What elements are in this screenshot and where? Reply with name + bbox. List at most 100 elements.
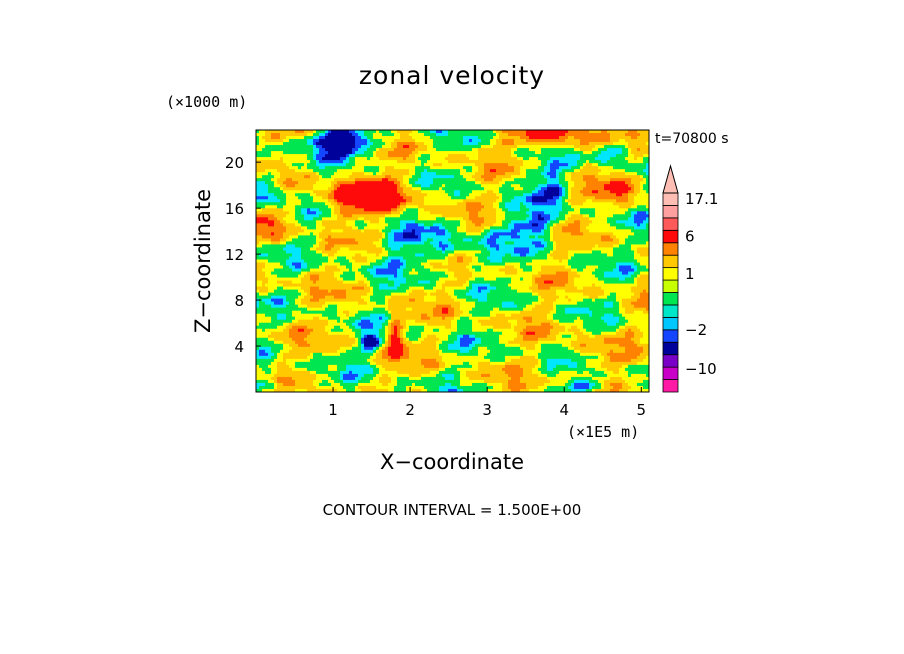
- field-cell: [331, 145, 335, 149]
- field-cell: [481, 169, 485, 173]
- field-cell: [466, 181, 470, 185]
- field-cell: [304, 166, 308, 170]
- field-cell: [505, 172, 509, 176]
- field-cell: [463, 160, 467, 164]
- field-cell: [571, 148, 575, 152]
- field-cell: [457, 178, 461, 182]
- field-cell: [568, 157, 572, 161]
- field-cell: [625, 160, 629, 164]
- field-cell: [298, 151, 302, 155]
- field-cell: [385, 139, 389, 143]
- field-cell: [346, 169, 350, 173]
- field-cell: [592, 142, 596, 146]
- field-cell: [385, 172, 389, 176]
- field-cell: [547, 136, 551, 140]
- field-cell: [637, 178, 641, 182]
- field-cell: [619, 139, 623, 143]
- field-cell: [439, 151, 443, 155]
- field-cell: [574, 172, 578, 176]
- field-cell: [412, 148, 416, 152]
- field-cell: [310, 175, 314, 179]
- field-cell: [637, 133, 641, 137]
- field-cell: [400, 130, 404, 134]
- field-cell: [259, 172, 263, 176]
- field-cell: [544, 151, 548, 155]
- field-cell: [490, 145, 494, 149]
- field-cell: [343, 154, 347, 158]
- field-cell: [445, 142, 449, 146]
- field-cell: [574, 169, 578, 173]
- field-cell: [337, 181, 341, 185]
- field-cell: [496, 166, 500, 170]
- field-cell: [271, 160, 275, 164]
- field-cell: [385, 145, 389, 149]
- field-cell: [574, 160, 578, 164]
- field-cell: [451, 154, 455, 158]
- field-cell: [466, 163, 470, 167]
- field-cell: [643, 139, 647, 143]
- field-cell: [565, 142, 569, 146]
- field-cell: [601, 139, 605, 143]
- field-cell: [535, 142, 539, 146]
- field-cell: [598, 169, 602, 173]
- field-cell: [559, 142, 563, 146]
- field-cell: [601, 148, 605, 152]
- field-cell: [592, 160, 596, 164]
- field-cell: [637, 142, 641, 146]
- field-cell: [466, 139, 470, 143]
- field-cell: [469, 178, 473, 182]
- field-cell: [640, 172, 644, 176]
- field-cell: [505, 178, 509, 182]
- field-cell: [286, 130, 290, 134]
- field-cell: [265, 163, 269, 167]
- field-cell: [388, 145, 392, 149]
- field-cell: [463, 175, 467, 179]
- field-cell: [517, 172, 521, 176]
- field-cell: [340, 157, 344, 161]
- field-cell: [625, 172, 629, 176]
- field-cell: [316, 181, 320, 185]
- field-cell: [448, 181, 452, 185]
- field-cell: [337, 139, 341, 143]
- field-cell: [298, 166, 302, 170]
- field-cell: [283, 178, 287, 182]
- field-cell: [550, 166, 554, 170]
- field-cell: [421, 169, 425, 173]
- field-cell: [400, 145, 404, 149]
- field-cell: [337, 160, 341, 164]
- field-cell: [274, 154, 278, 158]
- field-cell: [325, 145, 329, 149]
- field-cell: [616, 175, 620, 179]
- field-cell: [604, 145, 608, 149]
- field-cell: [304, 139, 308, 143]
- field-cell: [271, 172, 275, 176]
- field-cell: [289, 178, 293, 182]
- field-cell: [514, 163, 518, 167]
- field-cell: [553, 163, 557, 167]
- field-cell: [430, 136, 434, 140]
- field-cell: [577, 157, 581, 161]
- field-cell: [307, 136, 311, 140]
- field-cell: [499, 172, 503, 176]
- field-cell: [409, 166, 413, 170]
- field-cell: [394, 154, 398, 158]
- field-cell: [574, 178, 578, 182]
- field-cell: [610, 166, 614, 170]
- field-cell: [595, 166, 599, 170]
- field-cell: [544, 145, 548, 149]
- field-cell: [436, 157, 440, 161]
- field-cell: [622, 145, 626, 149]
- field-cell: [469, 172, 473, 176]
- field-cell: [367, 169, 371, 173]
- field-cell: [631, 145, 635, 149]
- field-cell: [487, 169, 491, 173]
- field-cell: [508, 160, 512, 164]
- field-cell: [565, 154, 569, 158]
- field-cell: [280, 175, 284, 179]
- field-cell: [406, 169, 410, 173]
- field-cell: [379, 136, 383, 140]
- field-cell: [568, 172, 572, 176]
- field-cell: [589, 160, 593, 164]
- field-cell: [397, 136, 401, 140]
- field-cell: [544, 133, 548, 137]
